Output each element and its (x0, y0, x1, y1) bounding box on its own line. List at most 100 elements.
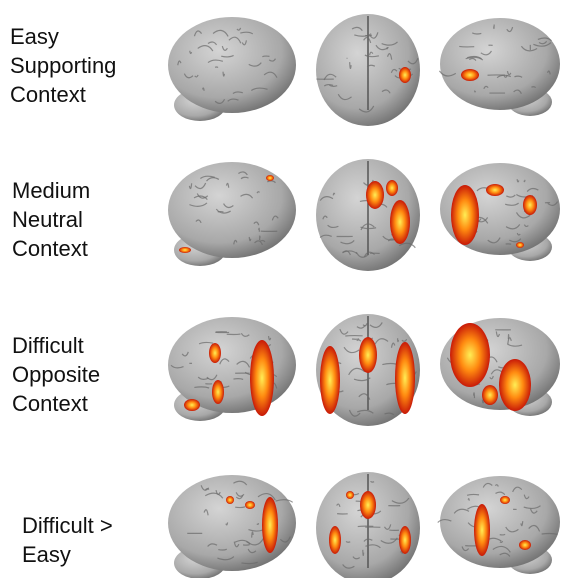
sulcus (523, 494, 530, 500)
sulcus (364, 54, 380, 58)
sulcus (203, 509, 209, 516)
sulcus (194, 386, 210, 389)
sulcus (214, 98, 226, 104)
sulcus (523, 224, 529, 228)
sulcus (323, 83, 334, 87)
sulcus (513, 89, 522, 95)
sulcus (251, 531, 254, 538)
activation (320, 346, 340, 414)
sulcus (356, 409, 374, 414)
condition-label: Difficult > Easy (22, 511, 113, 569)
sulcus (528, 524, 541, 532)
sulcus (505, 526, 519, 533)
sulcus (322, 215, 328, 220)
sulcus (258, 227, 260, 232)
sulcus (523, 179, 526, 183)
sulcus (267, 180, 276, 184)
sulcus (375, 44, 389, 51)
brain-lateral (168, 475, 296, 571)
sulcus (246, 538, 264, 546)
activation (329, 526, 341, 554)
sulcus (194, 182, 207, 190)
sulcus (207, 59, 224, 64)
sulcus (232, 91, 243, 95)
brain-row (168, 159, 560, 271)
brain-lateral (440, 18, 560, 110)
brain-lateral (168, 162, 296, 258)
activation (179, 247, 191, 253)
sulcus (499, 540, 504, 543)
sulcus (506, 71, 512, 76)
sulcus (271, 215, 279, 221)
sulcus (227, 98, 239, 102)
sulcus (514, 75, 523, 78)
sulcus (233, 541, 240, 548)
sulcus (195, 219, 202, 224)
sulcus (328, 84, 338, 87)
sulcus (358, 393, 371, 400)
sulcus (496, 74, 511, 79)
sulcus (352, 556, 361, 560)
sulcus (453, 508, 470, 514)
sulcus (381, 89, 391, 94)
sulcus (468, 57, 477, 61)
sulcus (492, 545, 511, 553)
sulcus (531, 86, 537, 89)
sulcus (248, 62, 262, 67)
sulcus (365, 544, 381, 549)
sulcus (337, 93, 352, 101)
sulcus (197, 45, 214, 52)
activation (516, 242, 524, 248)
sulcus (340, 240, 355, 245)
sulcus (507, 337, 512, 345)
activation (461, 69, 479, 81)
sulcus (520, 45, 538, 52)
sulcus (516, 232, 521, 236)
sulcus (204, 492, 224, 499)
sulcus (253, 221, 260, 226)
sulcus (461, 546, 470, 552)
sulcus (512, 486, 523, 493)
sulcus (386, 53, 393, 60)
sulcus (505, 224, 521, 230)
sulcus (194, 74, 199, 78)
label-line: Context (10, 82, 86, 107)
sulcus (489, 375, 494, 380)
sulcus (437, 518, 452, 523)
sulcus (366, 64, 376, 68)
sulcus (356, 339, 362, 342)
label-line: Difficult (12, 333, 84, 358)
sulcus (390, 342, 396, 348)
label-line: Supporting (10, 53, 117, 78)
activation (209, 343, 221, 363)
sulcus (348, 409, 361, 417)
sulcus (206, 177, 220, 182)
brain-lateral (168, 317, 296, 413)
sulcus (198, 341, 214, 345)
activation (500, 496, 510, 504)
sulcus (374, 338, 389, 345)
sulcus (248, 236, 252, 242)
sulcus (360, 223, 375, 231)
sulcus (482, 482, 493, 488)
sulcus (256, 522, 260, 526)
activation (519, 540, 531, 550)
sulcus (339, 328, 349, 335)
sulcus (466, 493, 480, 496)
sulcus (268, 58, 277, 62)
activation (386, 180, 398, 196)
sulcus (228, 36, 242, 44)
condition-label: Easy Supporting Context (10, 22, 116, 109)
sulcus (390, 68, 398, 74)
sulcus (362, 549, 365, 557)
sulcus (506, 194, 516, 198)
sulcus (499, 552, 511, 557)
sulcus (533, 42, 552, 47)
sulcus (407, 57, 419, 65)
sulcus (196, 193, 209, 199)
sulcus (342, 250, 351, 256)
sulcus (506, 343, 523, 347)
label-line: Difficult > (22, 513, 113, 538)
sulcus (472, 392, 476, 399)
